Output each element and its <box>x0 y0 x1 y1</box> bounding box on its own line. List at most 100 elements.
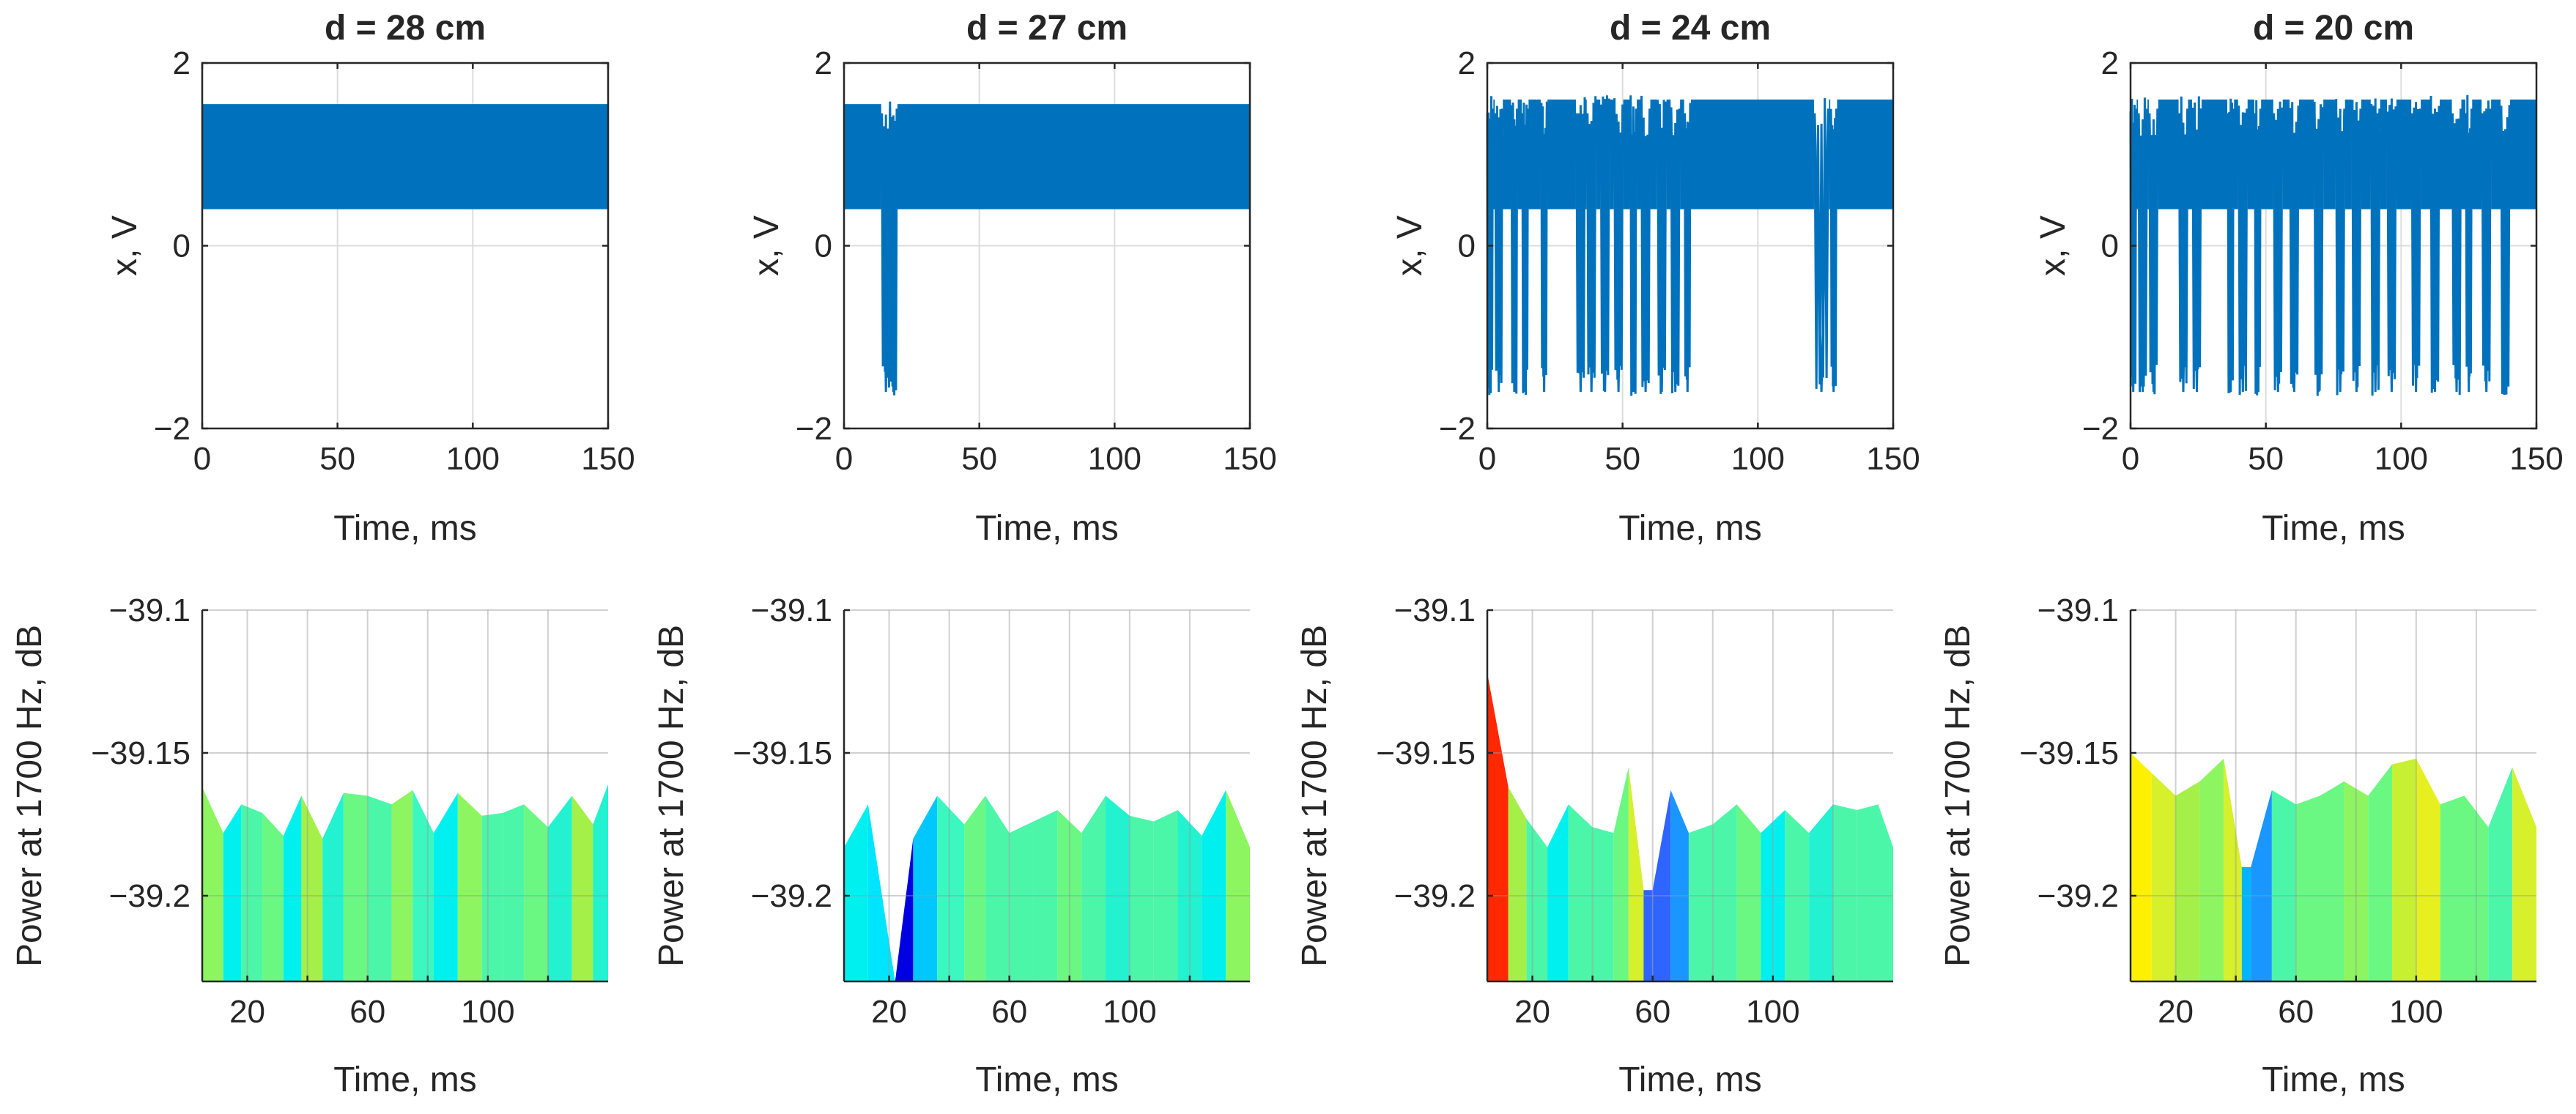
power-area-segment <box>1878 804 1893 981</box>
y-tick-label: −39.2 <box>1394 878 1476 914</box>
y-axis-label: x, V <box>106 215 144 276</box>
power-area-segment <box>1628 767 1644 981</box>
signal-excursion <box>2178 96 2189 384</box>
power-area-segment <box>391 790 413 981</box>
power-area-segment <box>844 804 868 981</box>
power-area-segment <box>2224 758 2242 981</box>
x-tick-label: 100 <box>1088 441 1141 477</box>
x-tick-label: 60 <box>349 994 385 1030</box>
signal-excursion <box>1521 108 1529 393</box>
power-area-segment <box>503 804 525 981</box>
signal-excursion <box>2386 98 2397 379</box>
power-area-segment <box>1652 790 1671 981</box>
panel-title: d = 27 cm <box>966 9 1128 48</box>
x-tick-label: 150 <box>581 441 634 477</box>
signal-excursion <box>2148 108 2159 395</box>
panel-title: d = 24 cm <box>1610 9 1771 48</box>
power-area-segment <box>2199 758 2224 981</box>
power-area-segment <box>2241 867 2251 981</box>
signal-excursion <box>1613 98 1624 380</box>
power-area-segment <box>2175 781 2200 981</box>
y-tick-label: 0 <box>815 229 832 264</box>
signal-excursion <box>1613 108 1624 393</box>
y-tick-label: −39.15 <box>733 735 832 771</box>
signal-excursion <box>2335 108 2346 393</box>
y-axis-label: Power at 1700 Hz, dB <box>1295 625 1334 967</box>
signal-excursion <box>1510 108 1519 393</box>
power-area-segment <box>1033 810 1058 981</box>
x-tick-label: 0 <box>193 441 211 477</box>
signal-band <box>202 104 608 209</box>
power-area-segment <box>1643 890 1653 981</box>
power-area-segment <box>2251 790 2272 981</box>
signal-excursion <box>1640 95 1651 387</box>
power-area-segment <box>2344 781 2369 981</box>
power-area-segment <box>283 795 302 981</box>
y-tick-label: 0 <box>1458 229 1476 264</box>
x-axis-label: Time, ms <box>975 509 1119 548</box>
y-tick-label: −2 <box>1439 411 1476 447</box>
y-tick-label: −39.2 <box>751 878 832 914</box>
power-area-segment <box>2488 767 2513 981</box>
power-area-segment <box>1508 787 1527 981</box>
x-tick-label: 50 <box>961 441 997 477</box>
power-area-segment <box>964 795 985 981</box>
power-area-segment <box>1129 815 1154 981</box>
x-axis-label: Time, ms <box>1618 1061 1762 1099</box>
x-axis-label: Time, ms <box>2262 509 2405 548</box>
signal-excursion <box>2429 108 2440 393</box>
y-tick-label: 2 <box>173 45 190 81</box>
y-tick-label: −39.15 <box>2019 735 2119 771</box>
y-axis-label: x, V <box>1391 215 1429 276</box>
signal-excursion <box>2451 108 2462 393</box>
y-tick-label: 2 <box>815 45 832 81</box>
power-panel-3: 20 60 100 −39.1 −39.15 −39.2 Time, ms Power at … <box>1295 593 1893 1099</box>
y-tick-label: −2 <box>2082 411 2119 447</box>
power-area-segment <box>867 804 895 981</box>
x-tick-label: 100 <box>1103 994 1156 1030</box>
signal-excursion <box>2429 95 2440 393</box>
signal-excursion <box>1829 108 1837 393</box>
signal-excursion <box>889 108 898 393</box>
power-area-segment <box>457 792 482 981</box>
signal-excursion <box>1657 108 1668 393</box>
x-tick-label: 20 <box>2158 994 2194 1030</box>
signal-excursion <box>2335 99 2346 396</box>
y-tick-label: −39.1 <box>109 593 190 628</box>
signal-excursion <box>2273 101 2284 390</box>
signal-excursion <box>1586 108 1597 393</box>
signal-excursion <box>1813 97 1829 389</box>
power-area-segment <box>1009 821 1034 981</box>
signal-excursion <box>2410 108 2421 393</box>
x-tick-label: 150 <box>1223 441 1276 477</box>
power-area-segment <box>202 787 223 981</box>
signal-excursion <box>2313 101 2324 396</box>
signal-excursion <box>2148 108 2159 393</box>
x-axis-label: Time, ms <box>975 1061 1119 1099</box>
power-area-segment <box>1785 810 1810 981</box>
signal-excursion <box>1586 96 1597 378</box>
y-tick-label: −39.1 <box>1394 593 1476 628</box>
x-tick-label: 100 <box>2375 441 2428 477</box>
power-panel-4: 20 60 100 −39.1 −39.15 −39.2 Time, ms Power at … <box>1939 593 2536 1099</box>
signal-excursion <box>2273 108 2284 393</box>
signal-band <box>1493 99 1893 209</box>
y-tick-label: 2 <box>2101 45 2119 81</box>
signal-excursion <box>2351 108 2362 393</box>
signal-excursion <box>1657 100 1668 394</box>
power-area-segment <box>223 804 242 981</box>
x-tick-label: 20 <box>871 994 907 1030</box>
power-area-segment <box>571 795 593 981</box>
signal-excursion <box>1575 108 1586 393</box>
power-area-segment <box>1761 810 1785 981</box>
signal-excursion <box>2465 108 2473 393</box>
power-area-segment <box>1670 790 1689 981</box>
x-axis-label: Time, ms <box>2262 1061 2405 1099</box>
signal-excursion <box>1540 108 1548 393</box>
power-area-segment <box>1547 804 1569 981</box>
power-area-segment <box>1613 767 1629 981</box>
power-area-segment <box>2464 795 2489 981</box>
